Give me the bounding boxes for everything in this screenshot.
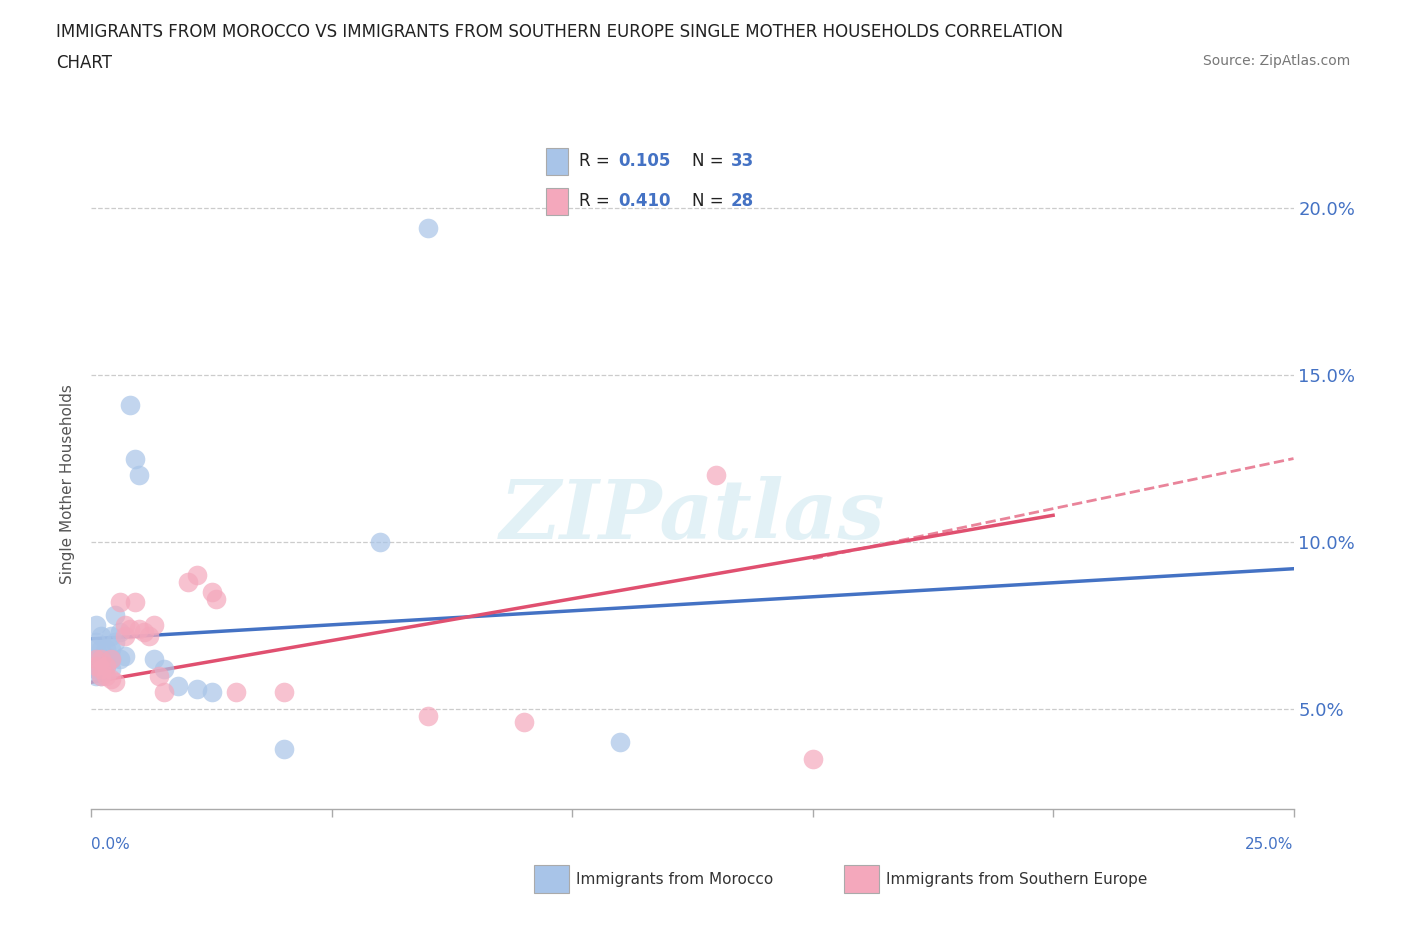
Point xyxy=(186,682,208,697)
Text: IMMIGRANTS FROM MOROCCO VS IMMIGRANTS FROM SOUTHERN EUROPE SINGLE MOTHER HOUSEHO: IMMIGRANTS FROM MOROCCO VS IMMIGRANTS FR… xyxy=(56,23,1063,41)
Point xyxy=(90,668,112,683)
Point xyxy=(100,651,122,666)
Point xyxy=(201,684,224,699)
Text: N =: N = xyxy=(692,192,728,210)
Point xyxy=(84,618,107,633)
Point xyxy=(124,594,146,609)
Text: ZIPatlas: ZIPatlas xyxy=(499,476,886,556)
Point xyxy=(94,658,117,673)
Point xyxy=(100,642,122,657)
Point xyxy=(114,648,136,663)
Point xyxy=(138,628,160,643)
Point xyxy=(104,608,127,623)
Text: 0.105: 0.105 xyxy=(619,153,671,170)
Point xyxy=(100,628,122,643)
Point xyxy=(142,651,165,666)
Point xyxy=(416,220,439,235)
Point xyxy=(90,658,112,673)
Bar xyxy=(546,188,568,215)
Point xyxy=(84,642,107,657)
Point xyxy=(201,585,224,600)
Point xyxy=(513,715,536,730)
Text: Immigrants from Southern Europe: Immigrants from Southern Europe xyxy=(886,872,1147,887)
Point xyxy=(142,618,165,633)
Point xyxy=(186,568,208,583)
Point xyxy=(416,708,439,723)
Point xyxy=(368,535,391,550)
Point xyxy=(110,625,132,640)
Text: R =: R = xyxy=(579,192,616,210)
Point xyxy=(94,651,117,666)
Text: CHART: CHART xyxy=(56,54,112,72)
Point xyxy=(205,591,228,606)
Text: R =: R = xyxy=(579,153,616,170)
Text: Source: ZipAtlas.com: Source: ZipAtlas.com xyxy=(1202,54,1350,68)
Text: Immigrants from Morocco: Immigrants from Morocco xyxy=(576,872,773,887)
Text: 28: 28 xyxy=(731,192,754,210)
Point xyxy=(128,621,150,636)
Point xyxy=(801,751,824,766)
Point xyxy=(90,668,112,683)
Point xyxy=(176,575,198,590)
Point xyxy=(124,451,146,466)
Point xyxy=(84,651,107,666)
Point xyxy=(94,658,117,673)
Point xyxy=(100,651,122,666)
Point xyxy=(128,468,150,483)
Point xyxy=(273,741,295,756)
Point xyxy=(94,668,117,683)
Point xyxy=(90,651,112,666)
Point xyxy=(148,668,170,683)
Point xyxy=(110,651,132,666)
Point xyxy=(118,621,141,636)
Point xyxy=(225,684,247,699)
Point xyxy=(84,651,107,666)
Point xyxy=(152,684,174,699)
Text: 0.410: 0.410 xyxy=(619,192,671,210)
Point xyxy=(84,658,107,673)
Point xyxy=(118,398,141,413)
Point xyxy=(134,625,156,640)
Point xyxy=(90,628,112,643)
Point xyxy=(104,635,127,650)
Point xyxy=(273,684,295,699)
Text: 0.0%: 0.0% xyxy=(91,837,131,852)
Point xyxy=(100,671,122,686)
Bar xyxy=(546,149,568,175)
Y-axis label: Single Mother Households: Single Mother Households xyxy=(60,384,76,583)
Text: N =: N = xyxy=(692,153,728,170)
Point xyxy=(100,661,122,676)
Text: 25.0%: 25.0% xyxy=(1246,837,1294,852)
Point xyxy=(609,735,631,750)
Point xyxy=(167,678,190,693)
Point xyxy=(114,628,136,643)
Point xyxy=(706,468,728,483)
Point xyxy=(84,668,107,683)
Point xyxy=(94,642,117,657)
Point xyxy=(90,661,112,676)
Point xyxy=(152,661,174,676)
Point xyxy=(104,675,127,690)
Point xyxy=(90,642,112,657)
Point xyxy=(114,618,136,633)
Point xyxy=(90,651,112,666)
Text: 33: 33 xyxy=(731,153,755,170)
Point xyxy=(84,661,107,676)
Point xyxy=(84,635,107,650)
Point xyxy=(110,594,132,609)
